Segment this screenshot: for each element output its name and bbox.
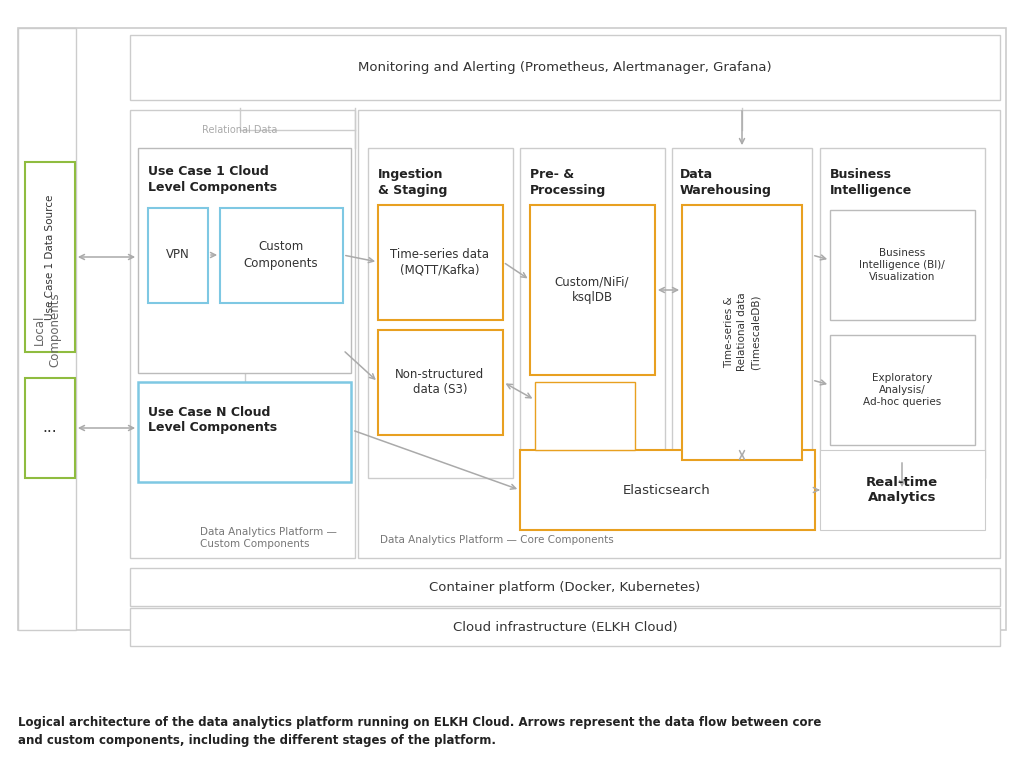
Bar (820, 148, 985, 478)
Bar (148, 208, 208, 303)
Bar (820, 450, 985, 530)
Bar (25, 162, 75, 352)
Bar (25, 378, 75, 478)
Bar (18, 28, 1006, 630)
Text: Pre- &
Processing: Pre- & Processing (530, 168, 606, 197)
Bar (130, 35, 1000, 100)
Bar (830, 335, 975, 445)
Text: Use Case 1 Cloud
Level Components: Use Case 1 Cloud Level Components (148, 165, 278, 194)
Text: Custom
Components: Custom Components (244, 241, 318, 270)
Text: Time-series &
Relational data
(TimescaleDB): Time-series & Relational data (Timescale… (724, 293, 760, 372)
Text: ...: ... (43, 421, 57, 436)
Bar (530, 205, 655, 375)
Text: Data
Warehousing: Data Warehousing (680, 168, 772, 197)
Bar (682, 205, 802, 460)
Text: Monitoring and Alerting (Prometheus, Alertmanager, Grafana): Monitoring and Alerting (Prometheus, Ale… (358, 61, 772, 74)
Text: Non-structured
data (S3): Non-structured data (S3) (395, 368, 484, 397)
Text: Container platform (Docker, Kubernetes): Container platform (Docker, Kubernetes) (429, 581, 700, 594)
Bar (535, 382, 635, 450)
Text: Ingestion
& Staging: Ingestion & Staging (378, 168, 447, 197)
Text: Data Analytics Platform —
Custom Components: Data Analytics Platform — Custom Compone… (200, 527, 337, 549)
Bar (520, 148, 665, 478)
Bar (138, 382, 351, 482)
Bar (378, 205, 503, 320)
Text: Use Case N Cloud
Level Components: Use Case N Cloud Level Components (148, 405, 278, 434)
Bar (130, 608, 1000, 646)
Text: Logical architecture of the data analytics platform running on ELKH Cloud. Arrow: Logical architecture of the data analyti… (18, 716, 821, 747)
Text: Business
Intelligence: Business Intelligence (830, 168, 912, 197)
Bar (672, 148, 812, 478)
Bar (358, 110, 1000, 558)
Text: Time-series data
(MQTT/Kafka): Time-series data (MQTT/Kafka) (390, 247, 489, 277)
Text: Exploratory
Analysis/
Ad-hoc queries: Exploratory Analysis/ Ad-hoc queries (863, 372, 941, 408)
Text: Data Analytics Platform — Core Components: Data Analytics Platform — Core Component… (380, 535, 613, 545)
Bar (220, 208, 343, 303)
Text: VPN: VPN (166, 248, 189, 261)
Text: Real-time
Analytics: Real-time Analytics (866, 476, 938, 505)
Text: Cloud infrastructure (ELKH Cloud): Cloud infrastructure (ELKH Cloud) (453, 620, 677, 633)
Bar (830, 210, 975, 320)
Text: Custom/NiFi/
ksqlDB: Custom/NiFi/ ksqlDB (555, 276, 630, 305)
Text: Elasticsearch: Elasticsearch (624, 483, 711, 496)
Text: Business
Intelligence (BI)/
Visualization: Business Intelligence (BI)/ Visualizatio… (859, 247, 945, 283)
Bar (368, 148, 513, 478)
Bar (378, 330, 503, 435)
Bar (520, 450, 815, 530)
Text: Use Case 1 Data Source: Use Case 1 Data Source (45, 195, 55, 319)
Bar (18, 28, 76, 630)
Bar (138, 148, 351, 373)
Text: Relational Data: Relational Data (203, 125, 278, 135)
Bar (130, 568, 1000, 606)
Text: Local
Components: Local Components (33, 293, 61, 368)
Bar (130, 110, 355, 558)
